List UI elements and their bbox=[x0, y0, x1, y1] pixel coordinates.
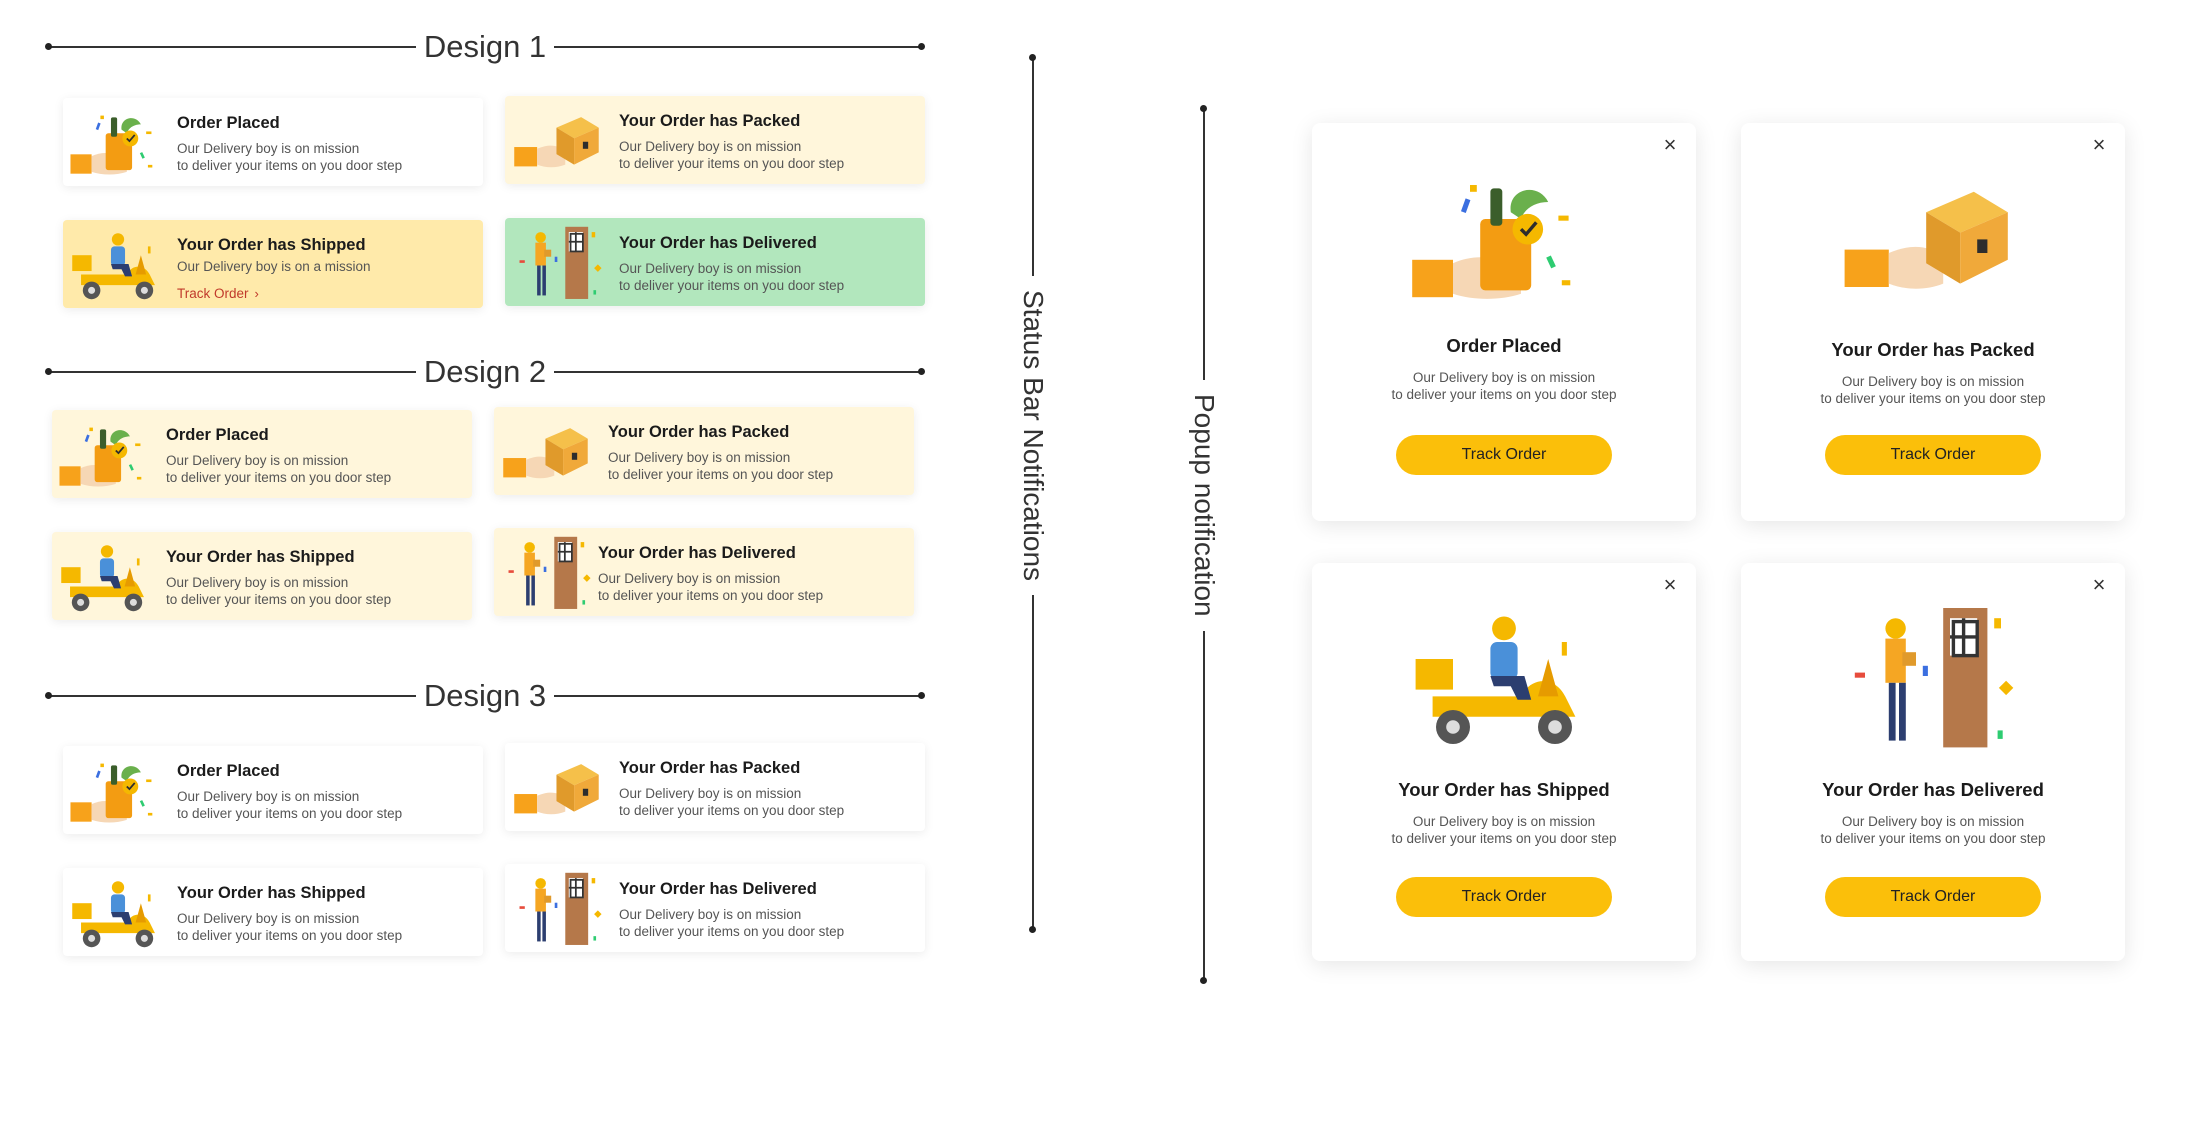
divider-dot bbox=[45, 368, 52, 375]
popup-title: Your Order has Packed bbox=[1831, 339, 2035, 360]
close-icon[interactable]: × bbox=[1663, 572, 1677, 597]
section-design-2: Design 2 bbox=[45, 352, 925, 392]
parcel-box-hand-icon bbox=[505, 96, 615, 184]
track-order-button[interactable]: Track Order bbox=[1396, 435, 1612, 475]
popup-title: Your Order has Delivered bbox=[1822, 779, 2044, 800]
popup-description: Our Delivery boy is on mission to deliver… bbox=[1820, 814, 2046, 846]
rail-dot bbox=[1029, 54, 1036, 61]
notification-description: Our Delivery boy is on a mission bbox=[177, 259, 371, 274]
notification-order-placed[interactable]: Order Placed Our Delivery boy is on miss… bbox=[63, 746, 483, 834]
divider-line bbox=[554, 371, 923, 373]
notification-description: Our Delivery boy is on mission to deliver… bbox=[177, 789, 403, 821]
notification-title: Your Order has Packed bbox=[608, 423, 790, 441]
parcel-box-hand-icon bbox=[505, 743, 615, 831]
delivery-scooter-icon bbox=[63, 220, 173, 308]
delivery-door-icon bbox=[494, 528, 604, 616]
popup-order-packed: × Your Order has Packed Our Delivery boy… bbox=[1741, 123, 2125, 521]
track-order-button[interactable]: Track Order bbox=[1396, 877, 1612, 917]
notification-title: Your Order has Packed bbox=[619, 759, 801, 777]
divider-dot bbox=[918, 43, 925, 50]
notification-description: Our Delivery boy is on mission to deliver… bbox=[177, 911, 403, 943]
notification-title: Your Order has Packed bbox=[619, 112, 801, 130]
track-order-button[interactable]: Track Order bbox=[1825, 435, 2041, 475]
divider-line bbox=[47, 371, 416, 373]
popup-notification-label: Popup notification bbox=[1186, 380, 1222, 631]
close-icon[interactable]: × bbox=[2092, 572, 2106, 597]
section-title: Design 1 bbox=[423, 29, 547, 64]
rail-dot bbox=[1200, 977, 1207, 984]
section-design-1: Design 1 bbox=[45, 27, 925, 67]
parcel-box-hand-icon bbox=[494, 407, 604, 495]
notification-order-placed[interactable]: Order Placed Our Delivery boy is on miss… bbox=[52, 410, 472, 498]
notification-order-delivered[interactable]: Your Order has Delivered Our Delivery bo… bbox=[494, 528, 914, 616]
notification-order-shipped[interactable]: Your Order has Shipped Our Delivery boy … bbox=[63, 220, 483, 308]
notification-title: Order Placed bbox=[177, 114, 280, 132]
notification-order-shipped[interactable]: Your Order has Shipped Our Delivery boy … bbox=[63, 868, 483, 956]
popup-order-placed: × Order Placed Our Delivery boy is on mi… bbox=[1312, 123, 1696, 521]
divider-line bbox=[47, 46, 416, 48]
notification-order-delivered[interactable]: Your Order has Delivered Our Delivery bo… bbox=[505, 864, 925, 952]
close-icon[interactable]: × bbox=[1663, 132, 1677, 157]
divider-dot bbox=[45, 692, 52, 699]
notification-description: Our Delivery boy is on mission to deliver… bbox=[177, 141, 403, 173]
notification-order-packed[interactable]: Your Order has Packed Our Delivery boy i… bbox=[505, 96, 925, 184]
notification-description: Our Delivery boy is on mission to deliver… bbox=[166, 575, 392, 607]
grocery-bag-hand-icon bbox=[1384, 151, 1624, 321]
divider-line bbox=[554, 46, 923, 48]
notification-title: Order Placed bbox=[177, 762, 280, 780]
grocery-bag-hand-icon bbox=[52, 410, 162, 498]
delivery-door-icon bbox=[1813, 591, 2053, 761]
delivery-door-icon bbox=[505, 864, 615, 952]
status-bar-notifications-label: Status Bar Notifications bbox=[1015, 276, 1051, 596]
popup-title: Order Placed bbox=[1446, 335, 1562, 356]
parcel-box-hand-icon bbox=[1813, 151, 2053, 321]
popup-order-shipped: × Your Order has Shipped Our Delivery bo… bbox=[1312, 563, 1696, 961]
track-order-button[interactable]: Track Order bbox=[1825, 877, 2041, 917]
notification-description: Our Delivery boy is on mission to deliver… bbox=[608, 450, 834, 482]
divider-dot bbox=[918, 692, 925, 699]
chevron-right-icon: › bbox=[254, 286, 259, 301]
rail-dot bbox=[1029, 926, 1036, 933]
delivery-scooter-icon bbox=[52, 532, 162, 620]
notification-order-packed[interactable]: Your Order has Packed Our Delivery boy i… bbox=[505, 743, 925, 831]
delivery-scooter-icon bbox=[63, 868, 173, 956]
delivery-scooter-icon bbox=[1384, 591, 1624, 761]
notification-order-placed[interactable]: Order Placed Our Delivery boy is on miss… bbox=[63, 98, 483, 186]
delivery-door-icon bbox=[505, 218, 615, 306]
popup-title: Your Order has Shipped bbox=[1398, 779, 1610, 800]
popup-order-delivered: × Your Order has Delivered Our Delivery … bbox=[1741, 563, 2125, 961]
track-order-link[interactable]: Track Order › bbox=[177, 286, 259, 301]
section-title: Design 2 bbox=[423, 354, 547, 389]
popup-description: Our Delivery boy is on mission to deliver… bbox=[1391, 814, 1617, 846]
divider-dot bbox=[45, 43, 52, 50]
notification-description: Our Delivery boy is on mission to deliver… bbox=[598, 571, 824, 603]
popup-description: Our Delivery boy is on mission to deliver… bbox=[1391, 370, 1617, 402]
divider-line bbox=[47, 695, 416, 697]
divider-line bbox=[554, 695, 923, 697]
divider-dot bbox=[918, 368, 925, 375]
grocery-bag-hand-icon bbox=[63, 98, 173, 186]
notification-title: Your Order has Delivered bbox=[619, 234, 817, 252]
notification-description: Our Delivery boy is on mission to deliver… bbox=[619, 261, 845, 293]
notification-order-shipped[interactable]: Your Order has Shipped Our Delivery boy … bbox=[52, 532, 472, 620]
notification-title: Your Order has Shipped bbox=[166, 548, 355, 566]
notification-title: Your Order has Shipped bbox=[177, 884, 366, 902]
section-design-3: Design 3 bbox=[45, 676, 925, 716]
popup-description: Our Delivery boy is on mission to deliver… bbox=[1820, 374, 2046, 406]
notification-order-packed[interactable]: Your Order has Packed Our Delivery boy i… bbox=[494, 407, 914, 495]
close-icon[interactable]: × bbox=[2092, 132, 2106, 157]
rail-dot bbox=[1200, 105, 1207, 112]
notification-description: Our Delivery boy is on mission to deliver… bbox=[619, 139, 845, 171]
grocery-bag-hand-icon bbox=[63, 746, 173, 834]
notification-description: Our Delivery boy is on mission to deliver… bbox=[619, 907, 845, 939]
notification-description: Our Delivery boy is on mission to deliver… bbox=[166, 453, 392, 485]
notification-order-delivered[interactable]: Your Order has Delivered Our Delivery bo… bbox=[505, 218, 925, 306]
notification-title: Your Order has Shipped bbox=[177, 236, 366, 254]
notification-title: Order Placed bbox=[166, 426, 269, 444]
section-title: Design 3 bbox=[423, 678, 547, 713]
notification-title: Your Order has Delivered bbox=[598, 544, 796, 562]
notification-title: Your Order has Delivered bbox=[619, 880, 817, 898]
notification-description: Our Delivery boy is on mission to deliver… bbox=[619, 786, 845, 818]
